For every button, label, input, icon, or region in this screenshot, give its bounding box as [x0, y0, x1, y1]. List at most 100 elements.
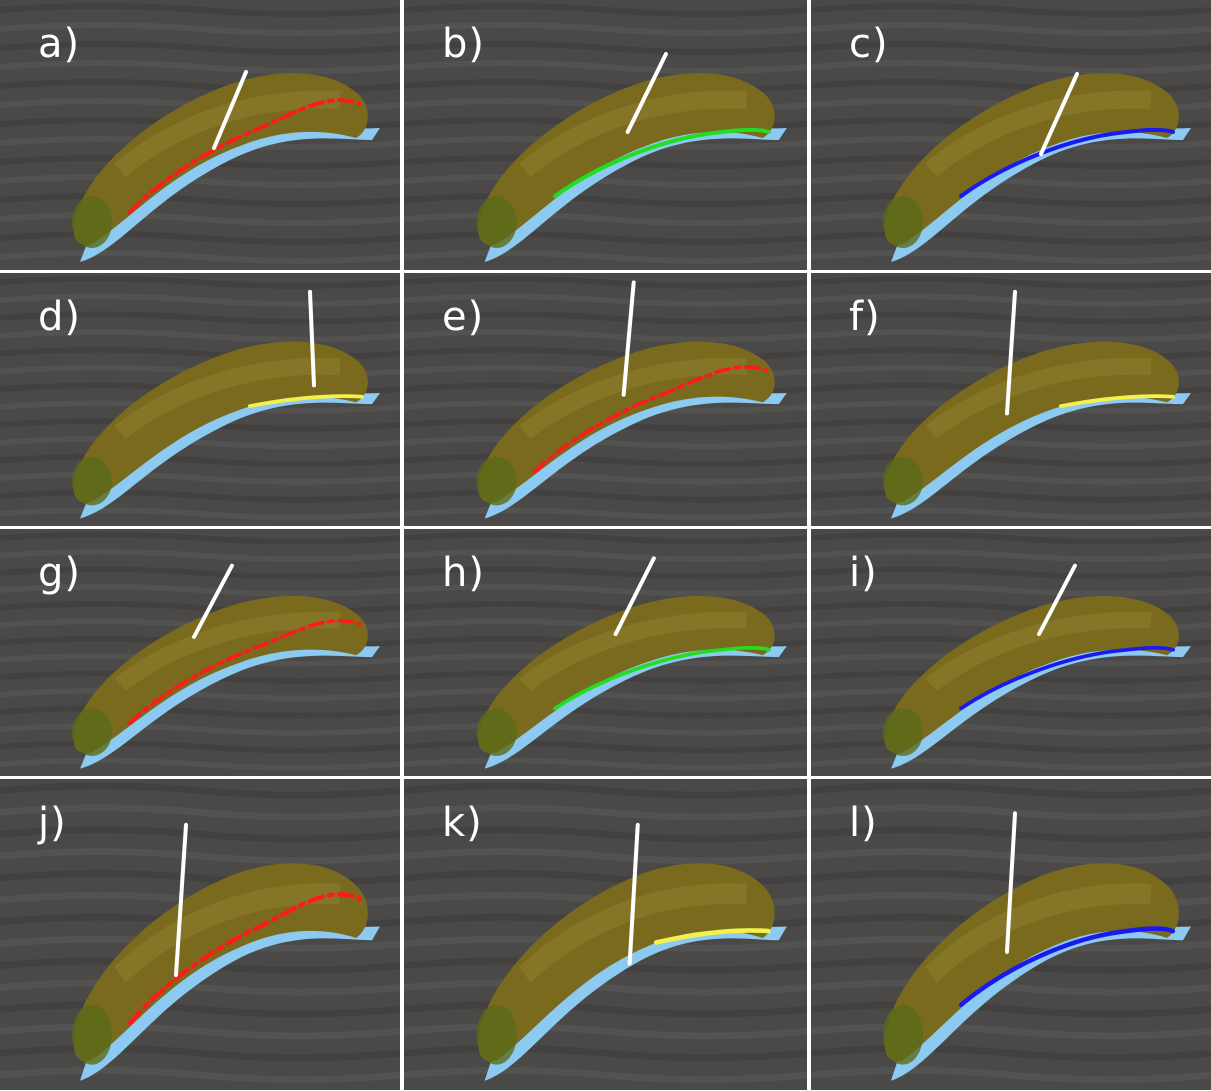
banana-tip — [476, 1004, 517, 1065]
panel-label: e) — [442, 294, 485, 340]
banana-tip — [476, 456, 517, 506]
surface-texture — [0, 531, 400, 545]
surface-texture — [404, 705, 807, 719]
panel-d-image — [0, 273, 400, 526]
banana — [884, 595, 1179, 754]
surface-texture — [0, 3, 400, 17]
banana-tip — [72, 1004, 112, 1065]
banana-tip — [476, 196, 517, 248]
surface-texture — [404, 722, 807, 736]
segmentation-outline — [80, 128, 380, 262]
surface-texture — [0, 41, 400, 55]
surface-texture — [0, 193, 400, 207]
panel-c: c) — [811, 0, 1211, 270]
banana — [73, 595, 368, 754]
panel-label: l) — [849, 800, 878, 846]
panel-k: k) — [404, 779, 807, 1090]
estimated-axis-line — [128, 98, 362, 214]
surface-texture — [0, 740, 400, 754]
surface-texture — [404, 250, 807, 264]
panel-label: c) — [849, 21, 889, 67]
cut-line — [627, 822, 640, 966]
cut-line — [625, 52, 668, 134]
surface-texture — [404, 507, 807, 521]
surface-texture — [404, 979, 807, 996]
estimated-axis-line — [553, 645, 771, 711]
panel-g: g) — [0, 529, 400, 776]
surface-texture — [0, 311, 400, 325]
surface-texture — [811, 583, 1211, 597]
surface-texture — [811, 826, 1211, 843]
surface-texture — [0, 471, 400, 485]
cut-line — [174, 822, 188, 978]
surface-texture — [0, 275, 400, 289]
estimated-axis-line — [128, 618, 362, 725]
surface-texture — [0, 782, 400, 799]
surface-texture — [0, 507, 400, 521]
surface-texture — [0, 848, 400, 865]
panel-a-image — [0, 0, 400, 270]
surface-texture — [811, 22, 1211, 36]
surface-texture — [404, 489, 807, 503]
surface-texture — [404, 1066, 807, 1084]
banana — [478, 595, 775, 754]
banana-highlight — [519, 883, 747, 983]
surface-texture — [811, 740, 1211, 754]
segmentation-outline — [80, 392, 380, 519]
surface-texture — [0, 979, 400, 996]
cut-line — [621, 280, 636, 397]
banana-highlight — [114, 357, 341, 439]
panel-label: g) — [38, 550, 81, 596]
surface-texture — [811, 757, 1211, 771]
panel-label: f) — [849, 294, 881, 340]
banana-highlight — [114, 883, 341, 983]
surface-texture — [0, 212, 400, 226]
banana-highlight — [925, 357, 1152, 439]
surface-texture — [404, 275, 807, 289]
estimated-axis-line — [959, 127, 1175, 198]
cut-line — [308, 289, 316, 388]
surface-texture — [811, 566, 1211, 580]
panel-label: j) — [38, 800, 67, 846]
surface-texture — [0, 1045, 400, 1062]
surface-texture — [404, 549, 807, 562]
surface-texture — [404, 740, 807, 754]
surface-texture — [404, 329, 807, 343]
segmentation-outline — [484, 926, 787, 1081]
surface-texture — [811, 979, 1211, 996]
surface-texture — [811, 3, 1211, 17]
surface-texture — [404, 757, 807, 771]
surface-texture — [404, 293, 807, 307]
surface-texture — [404, 193, 807, 207]
surface-texture — [404, 41, 807, 55]
panel-label: d) — [38, 294, 81, 340]
cut-line — [1037, 563, 1077, 637]
panel-h: h) — [404, 529, 807, 776]
surface-texture — [811, 453, 1211, 467]
surface-texture — [0, 1023, 400, 1040]
surface-texture — [811, 250, 1211, 264]
panel-f: f) — [811, 273, 1211, 526]
banana — [478, 341, 775, 503]
surface-texture — [404, 1023, 807, 1040]
surface-texture — [811, 507, 1211, 521]
banana — [478, 863, 775, 1062]
surface-texture — [404, 1001, 807, 1018]
panel-a: a) — [0, 0, 400, 270]
surface-texture — [811, 436, 1211, 450]
panel-b: b) — [404, 0, 807, 270]
surface-texture — [0, 566, 400, 580]
segmentation-outline — [80, 646, 380, 769]
banana-tip — [883, 708, 923, 756]
banana — [73, 73, 368, 246]
banana — [884, 341, 1179, 503]
banana-highlight — [925, 883, 1152, 983]
surface-texture — [811, 174, 1211, 188]
surface-texture — [404, 60, 807, 74]
panel-i-image — [811, 529, 1211, 776]
surface-texture — [811, 212, 1211, 226]
estimated-axis-line — [248, 394, 364, 408]
panel-label: h) — [442, 550, 485, 596]
surface-texture — [811, 722, 1211, 736]
surface-texture — [404, 688, 807, 701]
